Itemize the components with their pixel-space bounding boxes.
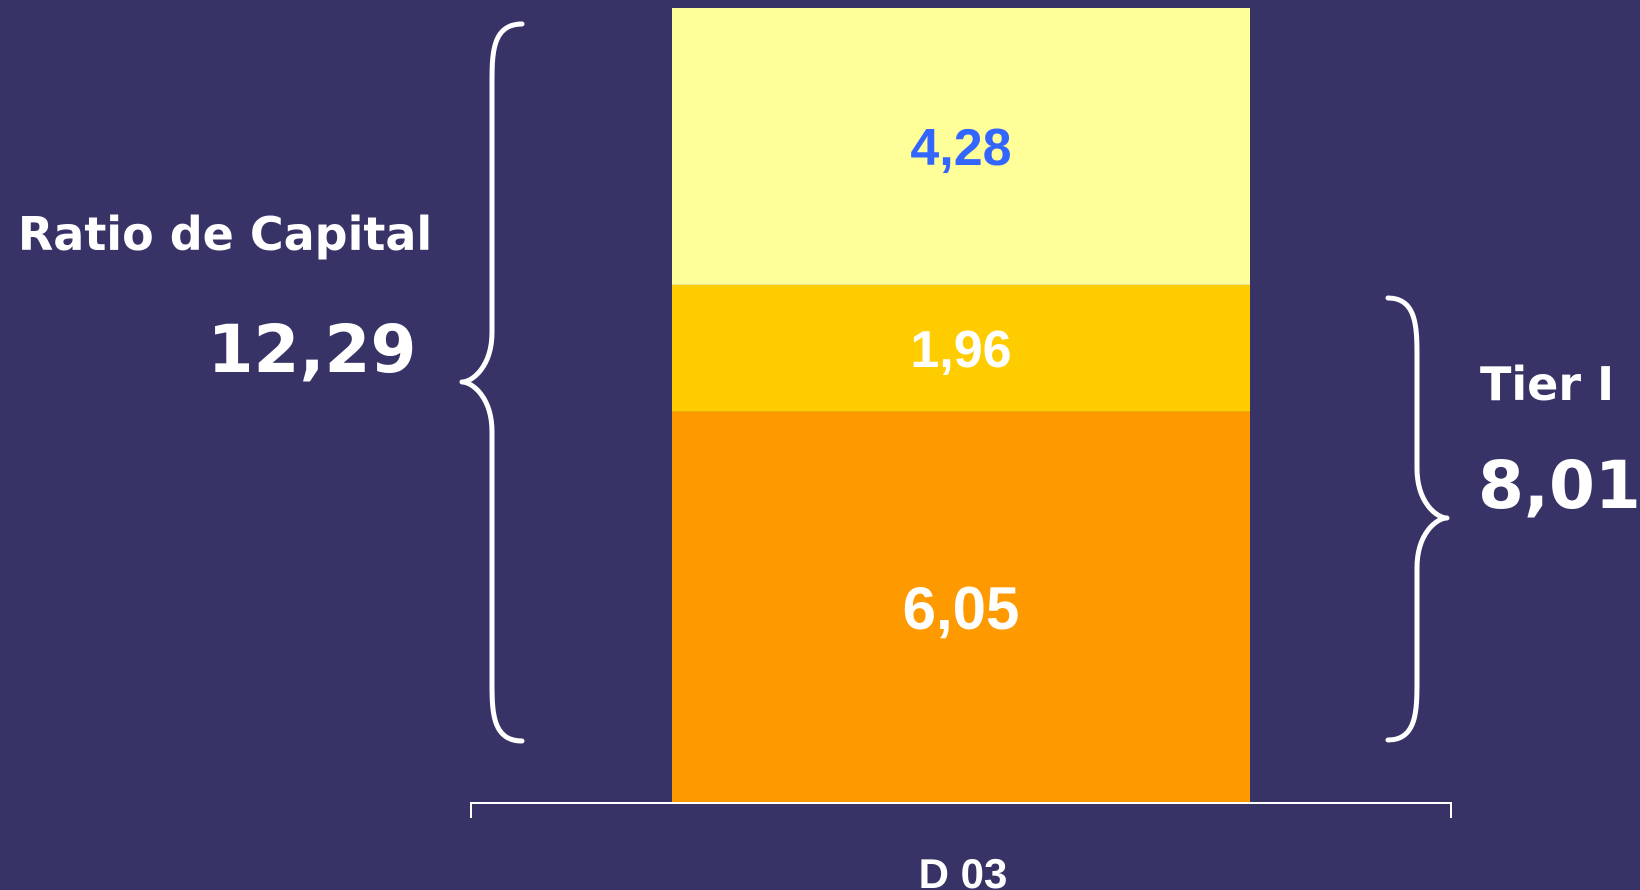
x-axis-line bbox=[470, 802, 1452, 818]
data-label-1: 1,96 bbox=[910, 321, 1011, 379]
category-label: D 03 bbox=[919, 850, 1008, 890]
data-label-2: 4,28 bbox=[910, 119, 1011, 177]
capital-ratio-title: Ratio de Capital bbox=[18, 207, 432, 261]
tier1-brace bbox=[1385, 295, 1450, 743]
capital-ratio-value: 12,29 bbox=[208, 311, 417, 388]
bar-segment-0 bbox=[672, 411, 1250, 803]
capital-ratio-brace bbox=[459, 21, 525, 744]
data-label-0: 6,05 bbox=[903, 575, 1020, 642]
tier1-title: Tier I bbox=[1480, 357, 1614, 411]
bar-segments bbox=[672, 8, 1250, 803]
tier1-value: 8,01 bbox=[1478, 447, 1640, 524]
bar-segment-2 bbox=[672, 8, 1250, 285]
bar-segment-1 bbox=[672, 284, 1250, 412]
data-labels: 6,05 1,96 4,28 bbox=[903, 119, 1020, 642]
